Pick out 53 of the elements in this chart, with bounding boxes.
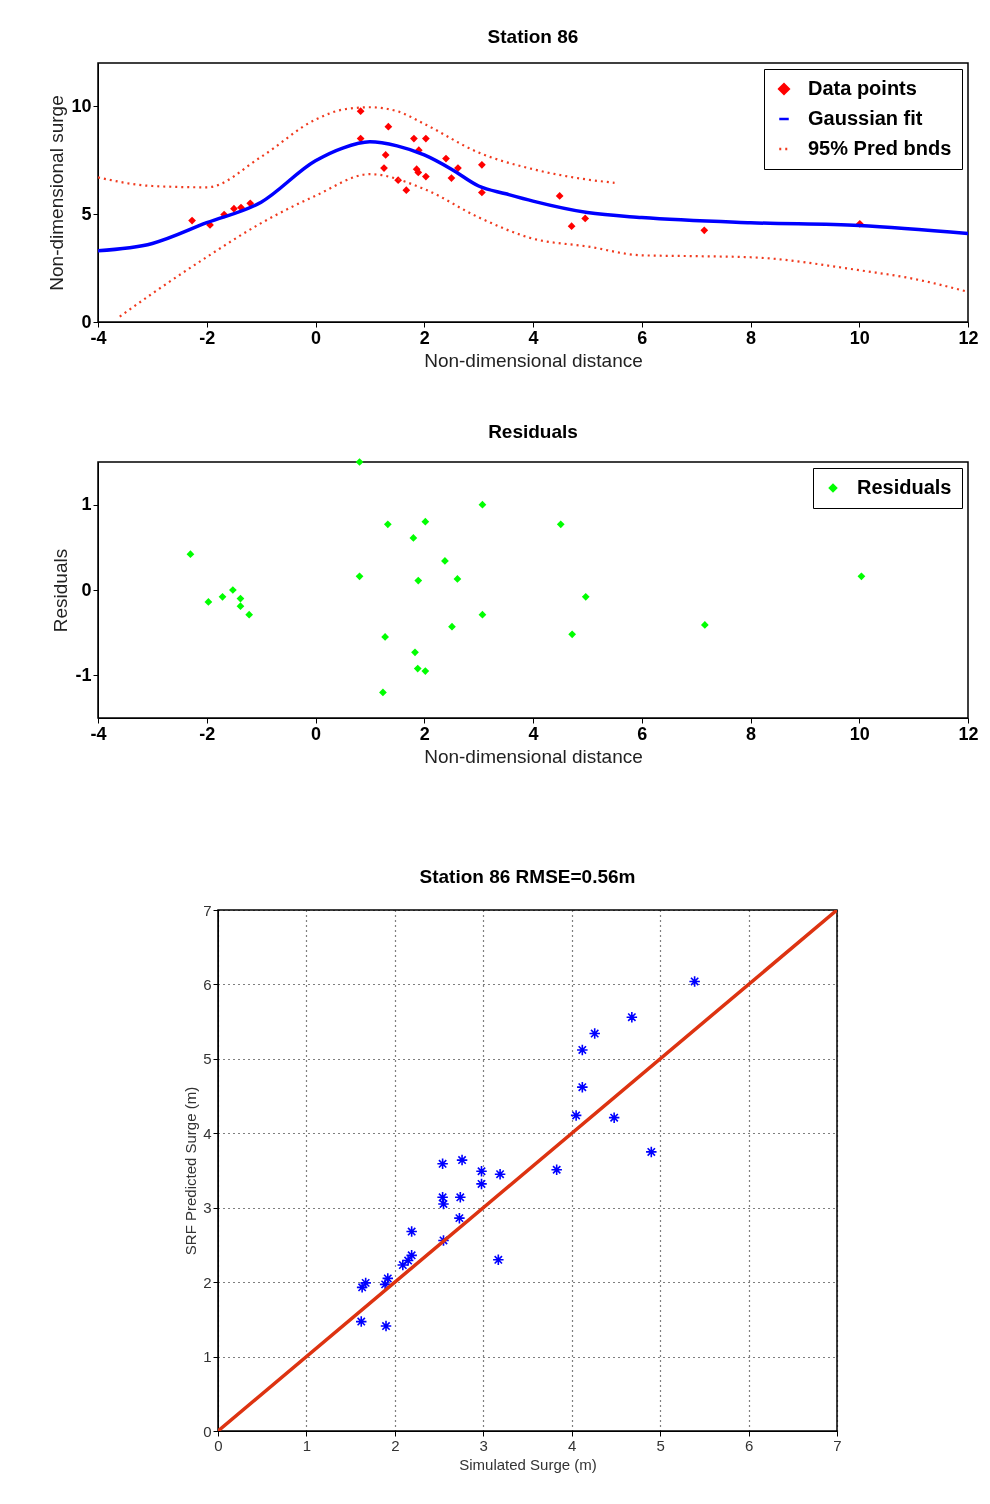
y-tick-label: 4 bbox=[203, 1124, 212, 1142]
x-tick-label: 6 bbox=[744, 1436, 754, 1454]
x-axis-title: Non-dimensional distance bbox=[424, 745, 643, 767]
x-tick-label: 1 bbox=[302, 1436, 312, 1454]
y-tick-label: 7 bbox=[203, 901, 212, 919]
x-axis-title: Simulated Surge (m) bbox=[459, 1455, 597, 1473]
x-tick-label: 2 bbox=[419, 723, 430, 744]
legend-label: Gaussian fit bbox=[808, 107, 923, 129]
legend-label: Residuals bbox=[857, 476, 952, 498]
y-tick-label: 5 bbox=[203, 1050, 212, 1068]
x-tick-label: 2 bbox=[391, 1436, 400, 1454]
x-tick-label: 2 bbox=[419, 327, 430, 348]
x-tick-label: 10 bbox=[849, 723, 870, 744]
chart-title: Residuals bbox=[488, 421, 578, 443]
y-tick-label: 5 bbox=[81, 203, 92, 224]
y-axis-title: SRF Predicted Surge (m) bbox=[182, 1086, 200, 1256]
x-axis-title: Non-dimensional distance bbox=[424, 349, 643, 371]
chart-title: Station 86 RMSE=0.56m bbox=[419, 866, 636, 887]
x-tick-label: 0 bbox=[310, 723, 322, 744]
y-tick-label: 1 bbox=[203, 1348, 212, 1366]
x-tick-label: 0 bbox=[310, 327, 322, 348]
x-tick-label: 7 bbox=[833, 1436, 842, 1454]
y-tick-label: 2 bbox=[203, 1273, 212, 1291]
x-tick-label: -4 bbox=[90, 327, 107, 348]
x-tick-label: 4 bbox=[568, 1436, 577, 1454]
x-tick-label: 8 bbox=[745, 723, 757, 744]
y-tick-label: 0 bbox=[203, 1422, 212, 1440]
x-tick-label: 4 bbox=[528, 723, 539, 744]
y-tick-label: 0 bbox=[81, 579, 92, 600]
x-tick-label: 6 bbox=[637, 723, 648, 744]
x-tick-label: 10 bbox=[849, 327, 870, 348]
x-tick-label: 6 bbox=[637, 327, 648, 348]
legend-label: 95% Pred bnds bbox=[808, 137, 952, 159]
y-tick-label: 10 bbox=[71, 95, 92, 116]
y-tick-label: 0 bbox=[81, 311, 92, 332]
x-tick-label: -4 bbox=[90, 723, 107, 744]
y-tick-label: -1 bbox=[75, 664, 92, 685]
y-tick-label: 6 bbox=[203, 975, 212, 993]
x-tick-label: 5 bbox=[656, 1436, 665, 1454]
x-tick-label: -2 bbox=[199, 327, 216, 348]
x-tick-label: 4 bbox=[528, 327, 539, 348]
x-tick-label: 12 bbox=[958, 723, 979, 744]
x-tick-label: -2 bbox=[199, 723, 216, 744]
x-tick-label: 8 bbox=[745, 327, 757, 348]
y-tick-label: 3 bbox=[203, 1199, 212, 1217]
y-tick-label: 1 bbox=[81, 494, 92, 515]
x-tick-label: 0 bbox=[214, 1436, 223, 1454]
y-axis-title: Non-dimensional surge bbox=[46, 95, 68, 291]
legend-label: Data points bbox=[808, 77, 917, 99]
y-axis-title: Residuals bbox=[50, 548, 72, 633]
chart-title: Station 86 bbox=[487, 26, 579, 47]
x-tick-label: 12 bbox=[958, 327, 979, 348]
x-tick-label: 3 bbox=[479, 1436, 488, 1454]
